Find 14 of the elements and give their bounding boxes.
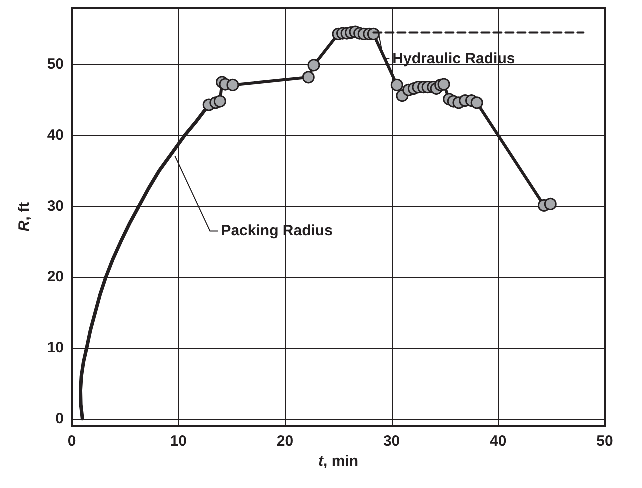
y-tick-label: 0 — [56, 410, 64, 428]
y-tick-label: 20 — [47, 268, 64, 286]
y-tick-label: 10 — [47, 340, 64, 357]
x-axis-title: t, min — [318, 452, 359, 470]
x-tick-label: 30 — [383, 433, 400, 450]
y-tick-label: 50 — [47, 56, 64, 74]
x-tick-label: 0 — [68, 433, 76, 450]
y-tick-label: 40 — [47, 127, 64, 144]
x-tick-label: 20 — [276, 433, 294, 450]
x-tick-label: 10 — [170, 433, 187, 450]
y-axis-title: R, ft — [16, 202, 33, 232]
x-tick-label: 50 — [596, 433, 614, 450]
x-tick-label: 40 — [490, 433, 507, 450]
y-tick-label: 30 — [47, 198, 64, 215]
